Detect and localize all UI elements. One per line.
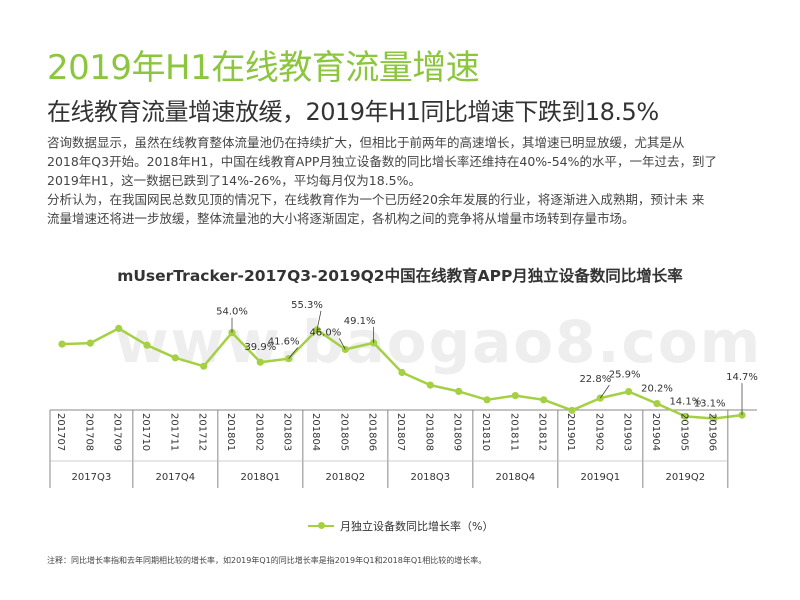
x-group-label: 2019Q1 [580, 472, 620, 483]
x-tick-label: 201905 [678, 413, 689, 451]
x-tick-label: 201801 [225, 413, 236, 451]
x-group-label: 2017Q3 [72, 472, 112, 483]
data-label-leader [600, 384, 610, 399]
data-label: 55.3% [291, 300, 323, 311]
data-point [653, 400, 661, 408]
body-line: 流量增速还将进一步放缓，整体流量池的大小将逐渐固定，各机构之间的竞争将从增量市场… [47, 211, 635, 226]
data-point [455, 387, 463, 395]
data-label-leader [288, 347, 298, 359]
legend-label: 月独立设备数同比增长率（%） [340, 520, 494, 533]
data-label: 14.7% [726, 372, 758, 383]
x-tick-label: 201805 [338, 413, 349, 451]
data-point [143, 341, 151, 349]
data-label: 39.9% [244, 342, 276, 353]
x-group-label: 2017Q4 [155, 472, 195, 483]
x-tick-label: 201902 [593, 413, 604, 451]
data-point [86, 339, 94, 347]
x-group-label: 2019Q2 [665, 472, 705, 483]
data-point [511, 392, 519, 400]
data-point [58, 340, 66, 348]
data-point [115, 324, 123, 332]
data-label: 20.2% [641, 384, 673, 395]
data-point [625, 388, 633, 396]
body-line: 咨询数据显示，虽然在线教育整体流量池仍在持续扩大，但相比于前两年的高速增长，其增… [47, 135, 685, 150]
x-tick-label: 201807 [395, 413, 406, 451]
page-subtitle: 在线教育流量增速放缓，2019年H1同比增速下跌到18.5% [47, 98, 659, 126]
x-tick-label: 201809 [452, 413, 463, 451]
data-label: 54.0% [216, 307, 248, 318]
x-tick-label: 201810 [480, 413, 491, 451]
x-tick-label: 201906 [707, 413, 718, 451]
x-tick-label: 201812 [537, 413, 548, 451]
body-line: 分析认为，在我国网民总数见顶的情况下，在线教育作为一个已历经20余年发展的行业，… [47, 192, 705, 207]
x-tick-label: 201707 [55, 413, 66, 451]
data-point [370, 339, 378, 347]
data-label: 46.0% [309, 327, 341, 338]
x-group-label: 2018Q2 [325, 472, 365, 483]
data-point [483, 396, 491, 404]
x-tick-label: 201808 [423, 413, 434, 451]
chart-title: mUserTracker-2017Q3-2019Q2中国在线教育APP月独立设备… [117, 267, 683, 285]
x-tick-label: 201802 [253, 413, 264, 451]
data-point [398, 368, 406, 377]
body-text: 咨询数据显示，虽然在线教育整体流量池仍在持续扩大，但相比于前两年的高速增长，其增… [47, 133, 757, 228]
x-tick-label: 201708 [83, 413, 94, 451]
data-point [596, 394, 604, 402]
x-tick-label: 201803 [282, 413, 293, 451]
x-tick-label: 201804 [310, 413, 321, 451]
data-label: 13.1% [694, 398, 726, 409]
data-point [171, 354, 179, 362]
footnote: 注释：同比增长率指和去年同期相比较的增长率，如2019年Q1的同比增长率是指20… [47, 556, 487, 565]
x-tick-label: 201709 [112, 413, 123, 451]
data-point [200, 362, 208, 370]
x-tick-label: 201710 [140, 413, 151, 451]
x-group-label: 2018Q3 [410, 472, 450, 483]
x-tick-label: 201806 [367, 413, 378, 451]
data-label: 14.1% [669, 396, 701, 407]
body-line: 2018年Q3开始。2018年H1，中国在线教育APP月独立设备数的同比增长率还… [47, 154, 717, 169]
data-label-leader [316, 310, 322, 330]
data-label: 22.8% [579, 374, 611, 385]
data-label-leader [339, 338, 346, 350]
x-group-label: 2018Q4 [495, 472, 535, 483]
data-label: 41.6% [268, 337, 300, 348]
legend-line-icon [308, 522, 334, 529]
x-tick-label: 201903 [622, 413, 633, 451]
x-tick-label: 201711 [168, 413, 179, 451]
x-tick-label: 201811 [508, 413, 519, 451]
page-title: 2019年H1在线教育流量增速 [47, 48, 480, 88]
data-point [540, 396, 548, 404]
data-point [568, 406, 576, 414]
x-tick-label: 201904 [650, 413, 661, 451]
x-tick-label: 201712 [197, 413, 208, 451]
data-point [313, 326, 321, 334]
x-tick-label: 201901 [565, 413, 576, 451]
data-label: 25.9% [609, 370, 641, 381]
data-point [681, 412, 689, 420]
data-point [710, 414, 718, 423]
body-line: 2019年H1，这一数据已跌到了14%-26%，平均每月仅为18.5%。 [47, 173, 421, 188]
data-point [426, 381, 434, 389]
data-point [256, 358, 264, 366]
data-label: 49.1% [344, 316, 376, 327]
x-group-label: 2018Q1 [240, 472, 280, 483]
chart-legend: 月独立设备数同比增长率（%） [308, 518, 493, 534]
